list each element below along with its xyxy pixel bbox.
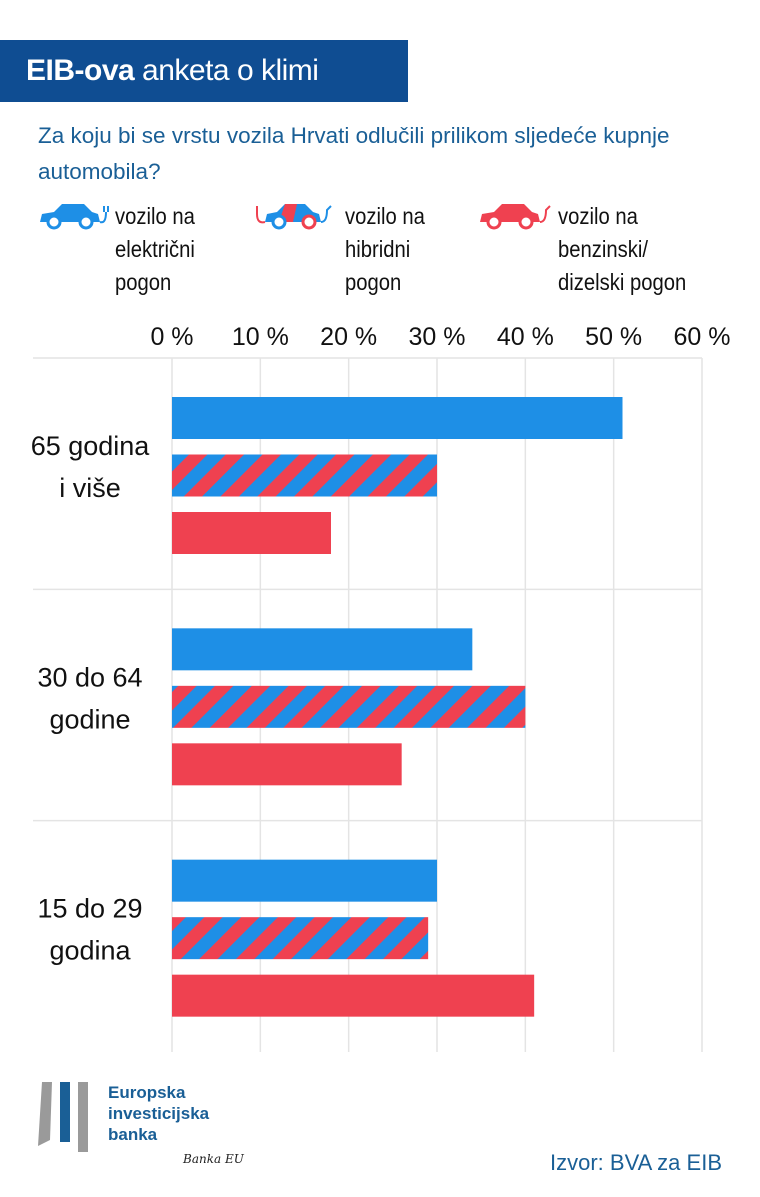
- bar-electric: [172, 397, 623, 439]
- x-tick-label: 40 %: [497, 323, 554, 351]
- legend-petrol: vozilo na benzinski/dizelski pogon: [558, 203, 687, 295]
- category-label: 15 do 29: [37, 894, 142, 924]
- x-tick-label: 20 %: [320, 323, 377, 351]
- category-label: 65 godina: [31, 431, 151, 461]
- x-tick-label: 30 %: [409, 323, 466, 351]
- eib-logo-text: Europska investicijska banka: [108, 1082, 209, 1145]
- hybrid-car-icon: [256, 204, 332, 230]
- petrol-car-icon: [480, 204, 551, 230]
- x-tick-label: 0 %: [150, 323, 193, 351]
- bar-electric: [172, 628, 473, 671]
- category-label: i više: [59, 473, 121, 503]
- x-tick-label: 60 %: [674, 323, 731, 351]
- banka-eu-signature: Banka EU: [183, 1152, 244, 1166]
- legend-electric: vozilo na električni pogon: [115, 203, 195, 295]
- header-title-bold: EIB-ova: [26, 54, 135, 87]
- bar-petrol: [172, 974, 535, 1017]
- x-tick-label: 10 %: [232, 323, 289, 351]
- legend-hybrid: vozilo na hibridni pogon: [345, 203, 425, 295]
- bar-hybrid: [172, 454, 437, 497]
- bar-hybrid: [172, 685, 526, 728]
- question-text: Za koju bi se vrstu vozila Hrvati odluči…: [38, 123, 670, 184]
- eib-logo-mark: [38, 1082, 88, 1152]
- electric-car-icon: [40, 204, 109, 230]
- bar-hybrid: [172, 917, 429, 960]
- logo-line: banka: [108, 1125, 158, 1144]
- bar-electric: [172, 859, 437, 902]
- source-note: Izvor: BVA za EIB: [550, 1150, 722, 1175]
- category-label: godine: [49, 704, 130, 734]
- x-tick-label: 50 %: [585, 323, 642, 351]
- logo-line: investicijska: [108, 1104, 210, 1123]
- category-label: 30 do 64: [37, 662, 142, 692]
- bar-petrol: [172, 512, 331, 554]
- header-title-rest: anketa o klimi: [142, 54, 319, 87]
- category-label: godina: [49, 936, 131, 966]
- logo-line: Europska: [108, 1083, 186, 1102]
- bar-petrol: [172, 743, 402, 786]
- header-banner: EIB-ova anketa o klimi: [0, 40, 408, 102]
